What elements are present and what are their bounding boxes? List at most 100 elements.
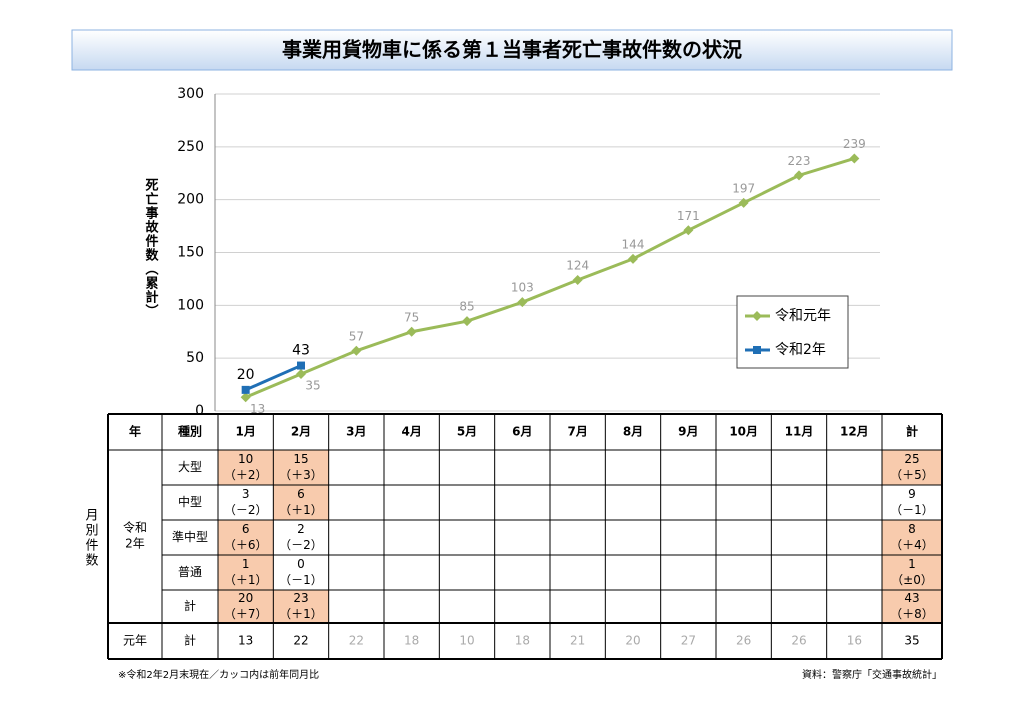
cell-count: 3	[242, 487, 250, 501]
cell-count: 25	[904, 452, 919, 466]
value-label: 171	[677, 209, 700, 223]
prev-cell: 21	[570, 634, 585, 648]
marker	[406, 326, 417, 337]
marker	[683, 225, 694, 236]
row-label: 準中型	[172, 529, 208, 544]
marker	[351, 345, 362, 356]
y-tick-label: 50	[186, 350, 204, 366]
prev-total: 35	[904, 634, 919, 648]
y-axis-label: 死亡事故件数（累計）	[143, 178, 160, 318]
marker	[849, 153, 860, 164]
marker	[296, 369, 306, 380]
cell-diff: （－2）	[279, 538, 323, 552]
y-tick-label: 0	[195, 403, 204, 419]
marker	[572, 274, 583, 285]
cell-count: 20	[238, 591, 253, 605]
marker	[240, 392, 251, 403]
header-cell: 5月	[457, 425, 477, 439]
header-cell: 種別	[178, 424, 202, 439]
prev-cell: 18	[404, 634, 419, 648]
cell-diff: （＋4）	[890, 538, 934, 552]
cell-diff: （－1）	[279, 573, 323, 587]
legend-marker	[752, 311, 762, 321]
group-label: 令和	[123, 520, 147, 535]
cell-highlight	[273, 590, 329, 623]
prev-cell: 18	[515, 634, 530, 648]
prev-cell: 10	[459, 634, 474, 648]
cell-highlight	[218, 520, 274, 555]
cell-highlight	[218, 450, 274, 485]
cell-count: 1	[242, 557, 250, 571]
prev-cell: 26	[736, 634, 751, 648]
cell-highlight	[273, 485, 329, 520]
group-label: 2年	[125, 537, 145, 551]
value-label: 57	[349, 329, 364, 343]
prev-cell: 27	[681, 634, 696, 648]
cell-diff: （＋3）	[279, 468, 323, 482]
marker	[517, 297, 528, 308]
legend-box	[736, 295, 849, 369]
marker	[738, 197, 749, 208]
cell-diff: （＋6）	[224, 538, 268, 552]
cell-diff: （＋2）	[224, 468, 268, 482]
header-cell: 7月	[567, 425, 587, 439]
marker	[628, 253, 638, 264]
cell-count: 8	[908, 522, 916, 536]
value-label: 239	[843, 137, 866, 151]
cell-highlight	[882, 450, 942, 485]
prev-label: 計	[184, 633, 196, 648]
value-label: 124	[566, 258, 589, 272]
series-line	[245, 364, 302, 392]
cell-diff: （＋5）	[890, 468, 934, 482]
cell-count: 1	[908, 557, 916, 571]
cell-highlight	[882, 555, 942, 590]
cell-highlight	[273, 450, 329, 485]
header-cell: 10月	[729, 425, 758, 439]
value-label: 13	[250, 402, 265, 416]
value-label: 75	[404, 310, 419, 324]
cell-diff: （＋8）	[890, 607, 934, 621]
y-tick-label: 300	[177, 86, 204, 102]
value-label: 197	[732, 181, 755, 195]
marker	[794, 170, 804, 181]
header-cell: 8月	[623, 425, 643, 439]
prev-cell: 22	[293, 634, 308, 648]
y-tick-label: 200	[177, 192, 204, 208]
cell-count: 43	[904, 591, 919, 605]
side-label: 月別件数	[83, 508, 99, 568]
cell-highlight	[882, 520, 942, 555]
title-banner	[71, 29, 953, 71]
page-title: 事業用貨物車に係る第１当事者死亡事故件数の状況	[282, 38, 742, 62]
header-cell: 1月	[235, 425, 255, 439]
header-cell: 4月	[401, 425, 421, 439]
cell-highlight	[882, 590, 942, 623]
cell-diff: （＋1）	[279, 503, 323, 517]
value-label: 144	[622, 237, 645, 251]
marker	[241, 385, 250, 394]
series-line	[245, 157, 855, 399]
cell-count: 0	[297, 557, 305, 571]
cell-count: 2	[297, 522, 305, 536]
source: 資料：警察庁「交通事故統計」	[802, 668, 942, 681]
header-cell: 2月	[291, 425, 311, 439]
header-cell: 11月	[785, 425, 814, 439]
cell-count: 6	[242, 522, 250, 536]
cell-count: 23	[293, 591, 308, 605]
prev-cell: 13	[238, 634, 253, 648]
prev-cell: 16	[847, 634, 862, 648]
legend-label: 令和元年	[775, 308, 831, 324]
cell-diff: （＋1）	[224, 573, 268, 587]
cell-count: 9	[908, 487, 916, 501]
row-label: 計	[184, 598, 196, 613]
cell-diff: （－1）	[890, 503, 934, 517]
marker	[462, 316, 472, 327]
header-cell: 9月	[678, 425, 698, 439]
row-label: 中型	[178, 494, 202, 509]
header-cell: 年	[129, 424, 141, 439]
value-label: 20	[237, 367, 255, 383]
cell-diff: （＋7）	[224, 607, 268, 621]
value-label: 223	[788, 154, 811, 168]
cell-highlight	[218, 555, 274, 590]
value-label: 43	[292, 343, 310, 359]
cell-count: 15	[293, 452, 308, 466]
